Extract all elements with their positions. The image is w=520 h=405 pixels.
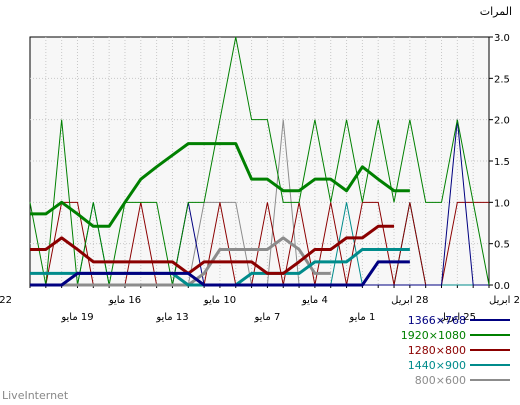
y-axis-label: المرات	[480, 5, 512, 18]
legend-entry-label: 1366×768	[408, 314, 466, 327]
average-series-group	[30, 142, 410, 287]
x-tick-label: 7 مايو	[253, 312, 280, 323]
x-tick-label: 13 مايو	[155, 312, 188, 323]
x-tick-label: 19 مايو	[60, 312, 93, 323]
grid	[30, 37, 489, 285]
legend-entry-label: 1440×900	[408, 359, 466, 372]
legend: 1366×768 1920×1080 1280×800 1440×900 800×600	[401, 314, 510, 387]
x-tick-label: 16 مايو	[108, 295, 141, 306]
y-axis: 0.0 0.5 1.0 1.5 2.0 2.5 3.0	[489, 33, 510, 292]
x-tick-label: 10 مايو	[203, 295, 236, 306]
x-tick-label: 28 ابريل	[391, 295, 428, 306]
x-tick-label: 1 مايو	[348, 312, 375, 323]
y-tick-label: 2.0	[494, 116, 510, 127]
legend-entry-label: 1280×800	[408, 344, 466, 357]
y-tick-label: 0.0	[494, 281, 510, 292]
series-daily-line	[29, 36, 490, 286]
legend-entry-label: 1920×1080	[401, 329, 466, 342]
series-average-line	[30, 236, 331, 287]
series-average-line	[30, 260, 410, 287]
x-tick-label: 22 ابريل	[489, 295, 520, 306]
brand-watermark: LiveInternet	[2, 389, 69, 402]
y-tick-label: 0.5	[494, 240, 510, 251]
x-tick-label: 4 مايو	[301, 295, 328, 306]
legend-entry-label: 800×600	[415, 374, 466, 387]
x-tick-label: 22 مايو	[0, 295, 12, 306]
y-tick-label: 1.0	[494, 198, 510, 209]
y-tick-label: 1.5	[494, 157, 510, 168]
series-average-line	[30, 224, 395, 275]
series-average-line	[30, 142, 410, 228]
y-tick-label: 3.0	[494, 33, 510, 44]
y-tick-label: 2.5	[494, 74, 510, 85]
x-tick-label: 25 ابريل	[439, 312, 476, 323]
